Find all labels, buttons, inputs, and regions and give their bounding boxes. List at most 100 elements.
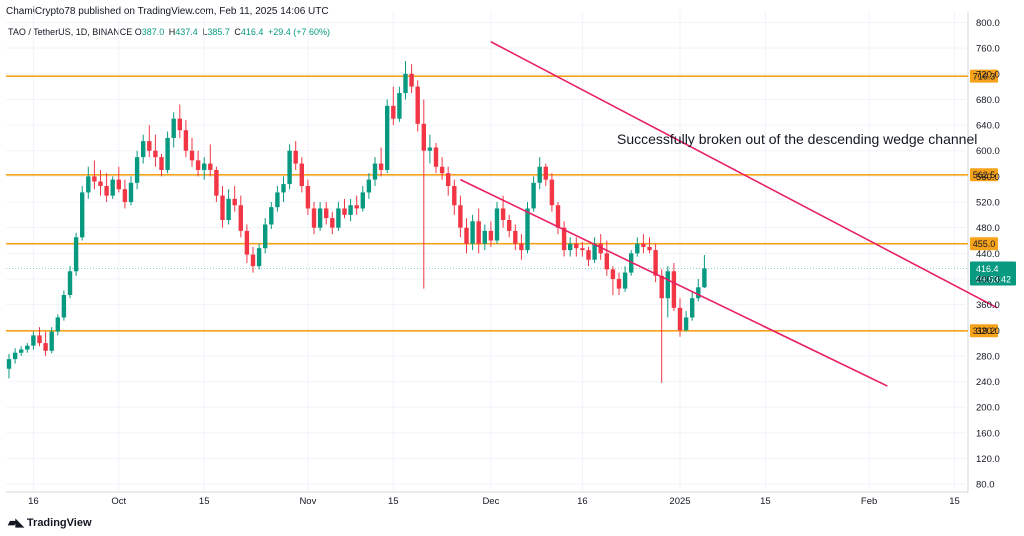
candle-body bbox=[122, 189, 128, 203]
candle-body bbox=[385, 105, 390, 170]
y-tick-label: 480.0 bbox=[976, 223, 1000, 234]
x-axis: 16Oct15Nov15Dec16202515Feb15Mar17Apr bbox=[28, 496, 960, 507]
candle-body bbox=[616, 278, 622, 289]
low-label: L bbox=[202, 27, 208, 37]
candle-body bbox=[12, 352, 18, 360]
candle-body bbox=[439, 166, 445, 174]
candle-body bbox=[421, 123, 426, 151]
candle-body bbox=[598, 243, 603, 254]
candle-body bbox=[177, 118, 182, 131]
x-tick-label: Dec bbox=[482, 496, 499, 507]
y-tick-label: 800.0 bbox=[976, 18, 1000, 29]
candle-body bbox=[702, 268, 707, 288]
candle-body bbox=[635, 243, 640, 254]
y-tick-label: 160.0 bbox=[976, 428, 1000, 439]
candle-body bbox=[610, 269, 616, 279]
candle-body bbox=[305, 186, 311, 209]
candle-body bbox=[202, 163, 207, 170]
candle-body bbox=[696, 287, 701, 299]
candle-body bbox=[317, 208, 323, 228]
candle-body bbox=[476, 221, 481, 244]
candle-body bbox=[324, 208, 329, 219]
candles bbox=[6, 60, 707, 383]
candle-body bbox=[263, 224, 268, 249]
x-tick-label: Feb bbox=[861, 496, 877, 507]
candle-body bbox=[378, 163, 384, 170]
candle-body bbox=[92, 176, 97, 182]
candle-body bbox=[116, 179, 121, 190]
candle-body bbox=[269, 207, 274, 225]
candle-body bbox=[183, 130, 189, 151]
low-value: 385.7 bbox=[207, 27, 230, 37]
y-axis: 800.0 760.0 720.0 680.0 640.0 600.0 560.0 520.0… bbox=[976, 18, 1000, 491]
candle-body bbox=[141, 141, 146, 158]
candle-body bbox=[586, 250, 591, 260]
candle-body bbox=[415, 86, 420, 124]
candle-body bbox=[433, 147, 439, 167]
y-tick-label: 360.0 bbox=[976, 300, 1000, 311]
candle-body bbox=[49, 331, 54, 351]
candle-body bbox=[55, 317, 60, 332]
candle-body bbox=[513, 230, 518, 244]
candle-body bbox=[43, 343, 48, 351]
candle-body bbox=[153, 150, 158, 158]
candle-body bbox=[330, 218, 335, 228]
candle-body bbox=[6, 359, 12, 369]
open-value: 387.0 bbox=[141, 27, 165, 37]
candle-body bbox=[500, 208, 506, 220]
candle-body bbox=[622, 272, 628, 289]
candle-body bbox=[61, 295, 67, 318]
candle-body bbox=[549, 179, 555, 206]
symbol-info-row: TAO / TetherUS, 1D, BINANCE O387.0 H437.… bbox=[8, 27, 332, 37]
y-tick-label: 560.0 bbox=[976, 172, 1000, 183]
y-tick-label: 240.0 bbox=[976, 377, 1000, 388]
level-badge-label: 319.2 bbox=[973, 326, 996, 336]
published-header: ChamiCrypto78 published on TradingView.c… bbox=[6, 6, 329, 17]
candle-body bbox=[360, 192, 365, 209]
candle-body bbox=[110, 179, 115, 196]
candle-body bbox=[195, 160, 201, 170]
high-label: H bbox=[168, 27, 176, 37]
candle-body bbox=[555, 205, 561, 228]
level-badge bbox=[970, 168, 998, 182]
candle-body bbox=[604, 253, 609, 270]
candle-body bbox=[366, 179, 372, 193]
candle-body bbox=[171, 118, 176, 138]
y-tick-label: 80.0 bbox=[976, 480, 995, 491]
candle-body bbox=[446, 173, 451, 187]
y-tick-label: 720.0 bbox=[976, 69, 1000, 80]
candle-body bbox=[403, 73, 408, 94]
candle-body bbox=[537, 166, 542, 183]
channel-line bbox=[460, 178, 888, 387]
close-label: C bbox=[234, 27, 241, 37]
candle-body bbox=[561, 227, 567, 251]
candle-body bbox=[165, 137, 170, 170]
y-tick-label: 120.0 bbox=[976, 454, 1000, 465]
y-tick-label: 600.0 bbox=[976, 146, 1000, 157]
candle-body bbox=[37, 335, 42, 344]
candle-body bbox=[19, 349, 24, 353]
candle-body bbox=[299, 163, 304, 187]
candle-body bbox=[208, 163, 213, 170]
candle-body bbox=[574, 243, 579, 249]
candle-body bbox=[342, 208, 347, 215]
channel-lines bbox=[460, 41, 998, 387]
candle-body bbox=[683, 317, 689, 331]
candle-body bbox=[580, 248, 585, 251]
countdown-label: 09:53:42 bbox=[976, 274, 1011, 284]
y-tick-label: 200.0 bbox=[976, 403, 1000, 414]
candle-body bbox=[531, 182, 536, 209]
candle-body bbox=[244, 230, 250, 255]
x-tick-label: 15 bbox=[388, 496, 399, 507]
candle-body bbox=[677, 307, 683, 331]
candle-body bbox=[482, 230, 487, 244]
candle-body bbox=[281, 184, 286, 193]
candle-body bbox=[568, 243, 573, 251]
candle-body bbox=[488, 230, 494, 241]
candle-body bbox=[647, 246, 652, 251]
current-price-label: 416.4 bbox=[976, 264, 999, 274]
level-badge-label: 455.0 bbox=[973, 239, 996, 249]
x-tick-label: 15 bbox=[949, 496, 960, 507]
symbol-name: TAO / TetherUS, 1D, BINANCE bbox=[8, 27, 133, 37]
